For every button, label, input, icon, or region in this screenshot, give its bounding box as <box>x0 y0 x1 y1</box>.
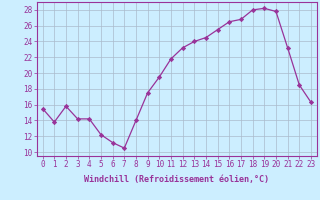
X-axis label: Windchill (Refroidissement éolien,°C): Windchill (Refroidissement éolien,°C) <box>84 175 269 184</box>
